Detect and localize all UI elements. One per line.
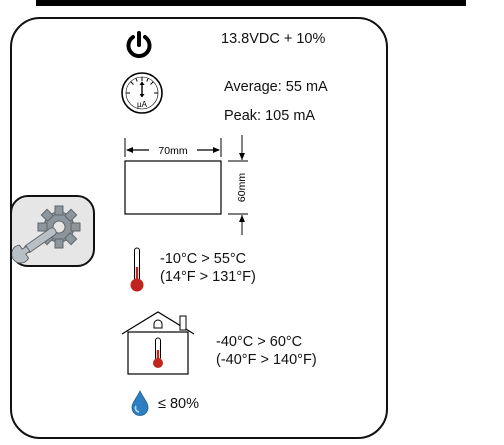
top-rule [36,0,466,6]
settings-tab[interactable] [10,195,95,267]
meter-unit-label: µA [137,100,148,109]
peak-current: Peak: 105 mA [224,108,316,124]
height-label: 60mm [236,173,248,202]
storage-temp-fahrenheit: (-40°F > 140°F) [216,352,317,368]
wrench-gear-icon [12,205,81,264]
width-label: 70mm [158,145,187,157]
water-drop-icon [131,390,149,416]
operating-temp-celsius: -10°C > 55°C [160,251,247,267]
thermometer-icon [130,247,144,292]
house-thermometer-icon [121,311,195,375]
storage-temp-celsius: -40°C > 60°C [216,334,303,350]
operating-temp-fahrenheit: (14°F > 131°F) [160,269,256,285]
average-current: Average: 55 mA [224,79,328,95]
humidity-value: ≤ 80% [158,396,200,412]
ammeter-icon: µA [121,72,163,114]
dimension-box-icon: 70mm 60mm [124,135,248,235]
power-icon [126,31,152,59]
power-value: 13.8VDC + 10% [221,31,326,47]
